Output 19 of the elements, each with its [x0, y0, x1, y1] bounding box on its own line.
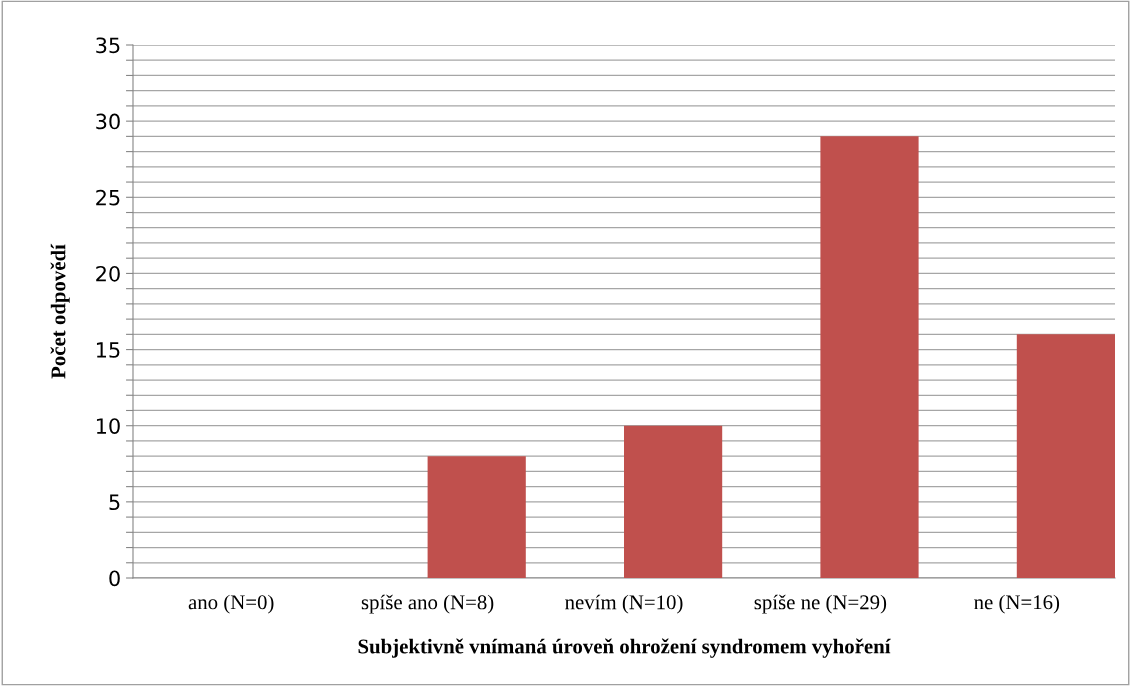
bar — [820, 136, 919, 578]
bar — [624, 425, 723, 578]
x-tick-label: ne (N=16) — [974, 594, 1060, 614]
x-axis-title: Subjektivně vnímaná úroveň ohrožení syndromem vyhoření — [358, 638, 891, 658]
x-tick-label: spíše ano (N=8) — [361, 594, 494, 614]
bar — [1016, 334, 1115, 578]
x-tick-label: ano (N=0) — [188, 594, 274, 614]
y-tick-label: 0 — [109, 570, 120, 587]
y-tick-label: 15 — [96, 342, 120, 358]
x-tick-label: nevím (N=10) — [565, 594, 683, 614]
x-tick-label: spíše ne (N=29) — [754, 594, 887, 614]
y-axis-title: Počet odpovědí — [50, 243, 70, 379]
y-tick-label: 30 — [96, 113, 120, 130]
y-tick-label: 5 — [109, 494, 120, 511]
y-tick-label: 25 — [96, 189, 120, 206]
bar — [427, 456, 526, 578]
y-tick-label: 35 — [96, 37, 120, 54]
y-tick-label: 20 — [96, 265, 120, 282]
y-tick-label: 10 — [96, 418, 120, 434]
